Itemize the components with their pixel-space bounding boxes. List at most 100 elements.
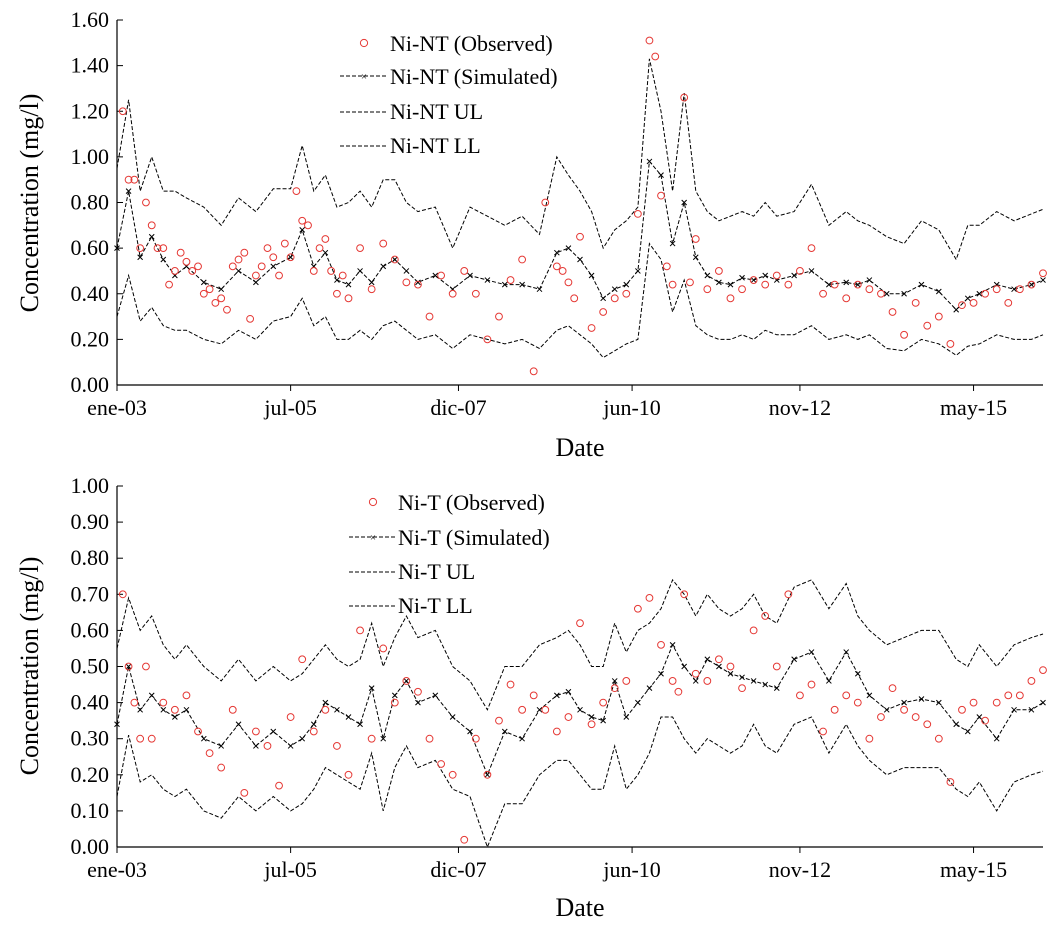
observed-point (292, 187, 301, 195)
observed-point (1015, 285, 1024, 294)
simulated-point (600, 717, 607, 724)
observed-point (686, 278, 694, 287)
observed-point (830, 280, 839, 289)
series-layer (114, 36, 1047, 376)
observed-point (934, 312, 943, 321)
observed-point (981, 289, 990, 298)
ni-nt-ul-line (116, 58, 1044, 261)
simulated-point (762, 272, 769, 279)
observed-point (807, 244, 816, 253)
observed-point (946, 340, 955, 348)
y-tick-label: 1.40 (71, 53, 110, 78)
observed-point (576, 232, 584, 241)
observed-point (552, 727, 561, 736)
simulated-point (484, 771, 491, 778)
observed-point (263, 742, 272, 750)
observed-point (749, 626, 758, 635)
observed-point (1004, 691, 1013, 700)
simulated-point (334, 706, 340, 713)
x-axis-title: Date (555, 893, 604, 922)
observed-point (142, 198, 150, 207)
observed-point (321, 235, 330, 243)
observed-point (622, 677, 631, 685)
simulated-point (716, 279, 722, 286)
observed-point (333, 289, 341, 298)
observed-point (842, 691, 851, 700)
simulated-point (137, 706, 144, 713)
observed-point (315, 244, 324, 253)
observed-point (674, 687, 683, 696)
simulated-point (403, 268, 410, 274)
y-tick-label: 0.50 (71, 654, 110, 679)
observed-point (153, 244, 162, 253)
observed-point (853, 280, 862, 289)
legend-observed-marker (368, 497, 378, 507)
observed-point (1027, 280, 1036, 289)
observed-point (471, 289, 480, 298)
simulated-point (368, 279, 375, 286)
observed-point (877, 289, 885, 298)
observed-point (587, 324, 596, 332)
simulated-point (299, 227, 306, 233)
observed-point (379, 239, 388, 248)
simulated-point (692, 678, 699, 684)
observed-point (309, 727, 318, 736)
y-tick-label: 0.10 (71, 798, 110, 823)
simulated-point (172, 714, 178, 720)
x-axis-title: Date (555, 433, 604, 462)
simulated-point (658, 670, 664, 677)
observed-point (529, 367, 538, 376)
observed-point (819, 727, 827, 736)
observed-point (130, 175, 139, 184)
simulated-point (391, 692, 398, 699)
simulated-point (536, 286, 543, 293)
observed-point (969, 698, 978, 707)
observed-point (529, 691, 538, 700)
chart-top: 0.00 0.20 0.40 0.60 0.80 1.00 1.20 1.40 1.60 ene… (15, 7, 1047, 462)
simulated-point (866, 277, 873, 283)
observed-point (275, 271, 283, 280)
y-ticks: 0.00 0.10 0.20 0.30 0.40 0.50 0.60 0.70 0.80 0.90… (71, 473, 123, 859)
simulated-point (235, 268, 242, 274)
simulated-point (125, 188, 132, 194)
observed-point (772, 662, 781, 671)
observed-point (460, 835, 469, 844)
simulated-point (449, 714, 456, 720)
simulated-point (901, 699, 907, 706)
simulated-point (270, 728, 277, 735)
legend-simulated-label: Ni-T (Simulated) (398, 525, 550, 550)
observed-point (252, 271, 260, 280)
simulated-point (588, 714, 595, 720)
x-tick-label: jul-05 (263, 857, 317, 882)
simulated-point (484, 277, 491, 283)
simulated-point (600, 295, 607, 302)
simulated-point (345, 714, 352, 720)
observed-point (599, 698, 608, 707)
observed-point (425, 312, 434, 321)
x-ticks: ene-03 jul-05 dic-07 jun-10 nov-12 may-15 (87, 847, 1007, 882)
simulated-point (467, 728, 473, 735)
observed-point (738, 285, 746, 294)
observed-point (194, 727, 202, 736)
y-tick-label: 0.90 (71, 509, 110, 534)
simulated-point (322, 699, 329, 706)
observed-point (738, 684, 746, 693)
simulated-point (808, 268, 815, 274)
simulated-point (883, 706, 890, 713)
observed-point (228, 262, 237, 271)
simulated-point (976, 290, 983, 297)
simulated-point (964, 728, 971, 735)
observed-point (610, 294, 619, 303)
simulated-point (415, 699, 421, 706)
observed-point (1015, 691, 1024, 700)
observed-point (796, 691, 804, 700)
observed-point (888, 684, 897, 693)
simulated-point (565, 245, 572, 251)
legend-observed-label: Ni-NT (Observed) (390, 31, 553, 56)
simulated-point (727, 670, 734, 677)
simulated-point (854, 670, 861, 677)
observed-point (182, 257, 191, 266)
observed-point (240, 788, 249, 797)
y-tick-label: 0.60 (71, 617, 110, 642)
observed-point (784, 280, 793, 289)
